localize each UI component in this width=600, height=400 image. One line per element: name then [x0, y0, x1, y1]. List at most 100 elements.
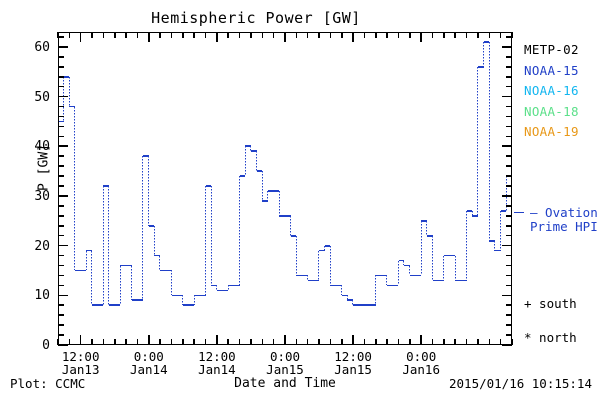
- x-tick-label: 0:00 Jan16: [381, 350, 461, 376]
- y-tick: [506, 135, 512, 138]
- series-step: [103, 185, 110, 187]
- series-riser: [153, 225, 156, 256]
- ovation-legend-label-2: Prime HPI: [530, 219, 598, 234]
- y-tick-label: 30: [34, 188, 50, 204]
- y-tick: [506, 75, 512, 78]
- series-step: [290, 234, 297, 237]
- x-tick-date: Jan16: [402, 362, 440, 377]
- series-step: [500, 210, 507, 212]
- series-step: [194, 294, 200, 297]
- series-riser: [386, 275, 388, 286]
- y-tick: [502, 344, 512, 346]
- x-tick: [68, 32, 71, 38]
- series-riser: [465, 210, 468, 281]
- series-step: [160, 269, 166, 272]
- x-tick: [102, 32, 105, 38]
- series-step: [199, 294, 206, 297]
- x-tick: [113, 32, 116, 38]
- series-step: [63, 75, 70, 78]
- x-tick: [397, 32, 400, 38]
- series-step: [455, 279, 461, 282]
- series-step: [267, 190, 274, 192]
- legend-item-metp-02: METP-02: [524, 42, 579, 57]
- x-tick: [431, 339, 434, 345]
- x-tick: [284, 335, 286, 345]
- series-step: [131, 299, 138, 302]
- y-tick: [506, 215, 512, 217]
- series-riser: [482, 41, 485, 67]
- series-step: [432, 279, 439, 282]
- x-tick: [511, 339, 513, 345]
- x-tick: [386, 339, 388, 345]
- series-step: [472, 215, 478, 217]
- series-riser: [131, 265, 133, 301]
- y-tick: [58, 264, 64, 267]
- x-tick: [57, 32, 59, 38]
- y-tick: [58, 165, 64, 167]
- x-tick: [420, 32, 422, 42]
- series-riser: [62, 76, 65, 122]
- x-tick: [238, 32, 241, 38]
- x-tick: [193, 339, 195, 345]
- series-step: [148, 224, 155, 227]
- legend-item-noaa-18: NOAA-18: [524, 103, 579, 119]
- x-tick: [170, 32, 173, 38]
- series-step: [443, 254, 450, 257]
- y-tick: [58, 284, 64, 287]
- y-tick: [506, 65, 512, 68]
- series-step: [188, 304, 195, 307]
- y-tick: [506, 334, 512, 336]
- series-step: [375, 274, 382, 277]
- x-tick: [204, 32, 207, 38]
- series-step: [302, 274, 308, 277]
- x-tick: [295, 339, 298, 345]
- y-tick: [506, 264, 512, 267]
- series-riser: [278, 190, 281, 216]
- series-riser: [182, 295, 184, 306]
- x-tick: [443, 32, 445, 38]
- series-step: [319, 249, 325, 252]
- y-tick: [58, 244, 68, 247]
- x-tick-date: Jan13: [61, 362, 100, 377]
- series-riser: [210, 186, 212, 286]
- y-tick: [506, 165, 512, 167]
- series-step: [483, 41, 490, 43]
- legend-item-noaa-15: NOAA-15: [524, 62, 579, 78]
- x-tick: [170, 339, 173, 345]
- series-step: [239, 175, 246, 177]
- series-step: [137, 299, 144, 302]
- y-tick: [58, 65, 64, 68]
- series-riser: [454, 255, 456, 281]
- y-tick: [58, 324, 64, 326]
- series-step: [250, 150, 257, 153]
- series-riser: [142, 156, 144, 301]
- series-riser: [68, 76, 71, 107]
- x-tick: [261, 339, 264, 345]
- series-step: [256, 170, 263, 172]
- y-tick: [502, 46, 512, 48]
- satellite-legend: METP-02 NOAA-15 NOAA-16 NOAA-18 NOAA-19: [524, 40, 579, 143]
- x-tick-time: 12:00: [334, 349, 372, 364]
- y-tick: [502, 244, 512, 247]
- chart-title: Hemispheric Power [GW]: [151, 9, 361, 27]
- series-step: [353, 304, 359, 307]
- series-step: [171, 294, 178, 297]
- series-riser: [409, 265, 411, 276]
- x-axis-label: Date and Time: [234, 376, 336, 391]
- ovation-legend-label-1: — Ovation: [530, 205, 598, 220]
- series-riser: [74, 106, 76, 271]
- series-riser: [499, 210, 502, 251]
- x-tick: [57, 339, 59, 345]
- series-step: [92, 304, 98, 307]
- y-tick: [506, 56, 512, 58]
- y-tick: [58, 304, 64, 307]
- series-riser: [318, 250, 320, 281]
- series-step: [126, 264, 132, 267]
- x-tick: [306, 339, 309, 345]
- x-tick: [284, 32, 286, 42]
- y-tick: [506, 155, 512, 157]
- x-tick-time: 0:00: [269, 349, 301, 364]
- series-step: [370, 304, 376, 307]
- series-step: [228, 284, 234, 287]
- y-tick: [58, 145, 68, 148]
